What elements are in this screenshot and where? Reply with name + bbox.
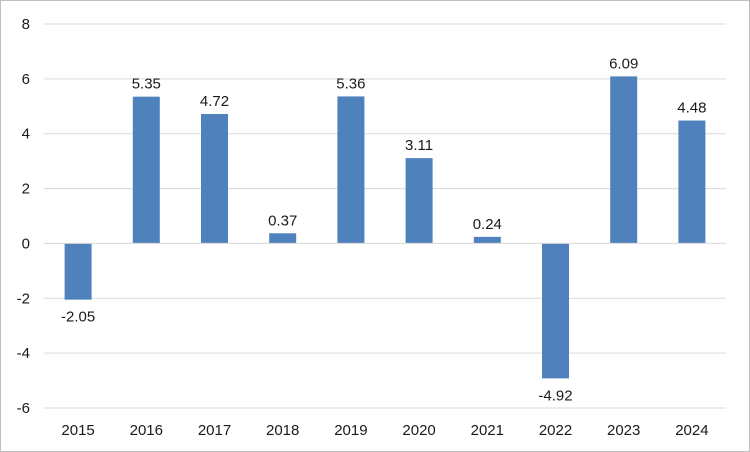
bar [473, 236, 501, 244]
y-tick-label: -4 [17, 345, 30, 362]
x-tick-label: 2016 [130, 422, 163, 439]
y-axis-tick-labels: -6 -4 -2 0 2 4 6 8 [17, 16, 30, 417]
data-label: 5.35 [132, 76, 161, 93]
x-tick-label: 2017 [198, 422, 231, 439]
bars [64, 76, 706, 379]
bar [64, 243, 92, 300]
bar [542, 243, 569, 379]
data-label: 4.72 [200, 93, 229, 110]
data-label: -2.05 [61, 309, 95, 326]
bar [678, 120, 706, 244]
x-tick-label: 2022 [539, 422, 572, 439]
x-tick-label: 2015 [61, 422, 94, 439]
data-labels: -2.05 5.35 4.72 0.37 5.36 3.11 0.24 -4.92 6.09 4.… [61, 55, 707, 404]
bar [132, 96, 160, 244]
y-tick-label: 8 [22, 16, 30, 33]
x-tick-label: 2021 [471, 422, 504, 439]
data-label: 6.09 [609, 55, 638, 72]
data-label: -4.92 [538, 387, 572, 404]
x-tick-label: 2018 [266, 422, 299, 439]
bar [405, 158, 433, 244]
data-label: 0.37 [268, 212, 297, 229]
data-label: 0.24 [473, 216, 502, 233]
data-label: 5.36 [336, 75, 365, 92]
y-tick-label: 6 [22, 71, 30, 88]
x-tick-label: 2023 [607, 422, 640, 439]
y-tick-label: 0 [22, 235, 30, 252]
x-tick-label: 2020 [402, 422, 435, 439]
bar [269, 233, 297, 244]
x-axis-tick-labels: 2015 2016 2017 2018 2019 2020 2021 2022 2023 2024 [61, 422, 708, 439]
bar [201, 113, 228, 244]
x-tick-label: 2024 [675, 422, 708, 439]
data-label: 4.48 [677, 100, 706, 117]
data-label: 3.11 [405, 137, 433, 154]
bar [610, 76, 638, 244]
y-tick-label: -6 [17, 400, 30, 417]
y-tick-label: -2 [17, 290, 30, 307]
bar [337, 96, 365, 244]
y-tick-label: 4 [22, 126, 30, 143]
x-tick-label: 2019 [334, 422, 367, 439]
y-tick-label: 2 [22, 181, 30, 198]
